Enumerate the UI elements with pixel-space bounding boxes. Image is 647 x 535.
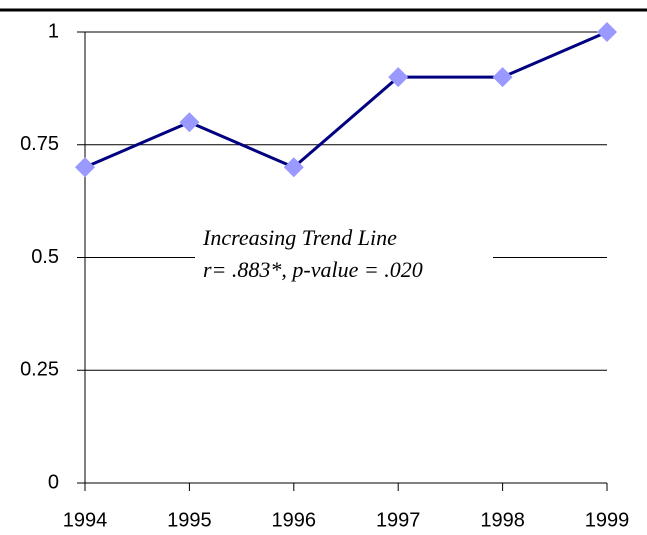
x-tick-label: 1996	[272, 509, 317, 531]
y-tick-label: 0.75	[20, 133, 59, 155]
marker	[179, 112, 200, 133]
annotation-text: r= .883*, p-value = .020	[203, 257, 423, 282]
x-tick-label: 1999	[585, 509, 630, 531]
y-tick-label: 0.5	[31, 246, 59, 268]
annotation: Increasing Trend Line r= .883*, p-value =…	[195, 222, 493, 290]
marker	[597, 22, 617, 42]
annotation-text: Increasing Trend Line	[202, 225, 397, 250]
annotation-box	[195, 222, 493, 290]
marker	[283, 157, 304, 178]
x-tick-label: 1997	[376, 509, 421, 531]
y-tick-label: 1	[48, 20, 59, 42]
y-tick-label: 0	[48, 471, 59, 493]
marker	[388, 67, 409, 88]
x-tick-label: 1994	[63, 509, 108, 531]
series-line	[84, 30, 608, 170]
marker	[75, 157, 95, 178]
marker	[492, 67, 513, 88]
x-tick-label: 1998	[480, 509, 525, 531]
x-tick-label: 1995	[167, 509, 212, 531]
y-tick-label: 0.25	[20, 359, 59, 381]
